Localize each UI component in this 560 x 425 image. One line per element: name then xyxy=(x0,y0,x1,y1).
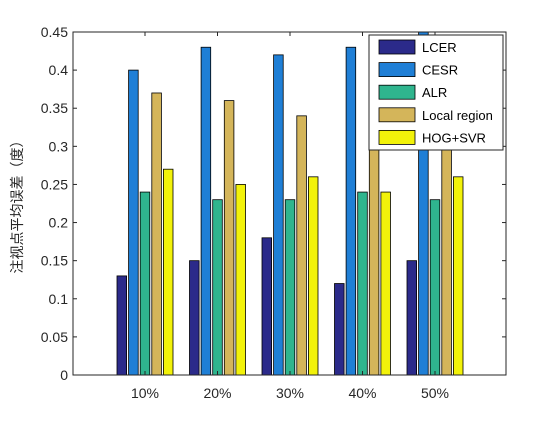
x-tick-label: 20% xyxy=(203,385,231,401)
legend-label: HOG+SVR xyxy=(422,130,486,145)
bar-hog-svr-30pct xyxy=(307,176,319,376)
x-tick-label: 10% xyxy=(131,385,159,401)
x-tick-label: 50% xyxy=(421,385,449,401)
legend-swatch xyxy=(378,62,416,77)
legend-swatch xyxy=(378,39,416,55)
legend-label: Local region xyxy=(422,108,493,123)
bar-lcer-20pct xyxy=(189,260,200,376)
y-tick-label: 0.1 xyxy=(49,291,69,307)
y-tick-label: 0.45 xyxy=(41,24,68,40)
bar-lcer-10pct xyxy=(116,275,128,376)
y-tick-label: 0.2 xyxy=(49,215,69,231)
y-tick-label: 0.15 xyxy=(41,253,68,269)
y-tick-label: 0.05 xyxy=(41,329,68,345)
bar-hog-svr-50pct xyxy=(452,176,464,376)
legend: LCER CESR ALR Local region HOG+SVR xyxy=(368,34,504,151)
y-tick-label: 0.3 xyxy=(49,138,69,154)
bar-lcer-40pct xyxy=(334,283,345,376)
bar-hog-svr-40pct xyxy=(380,191,391,376)
bar-cesr-10pct xyxy=(128,69,139,376)
bar-local-region-20pct xyxy=(223,100,235,376)
bar-alr-40pct xyxy=(357,191,368,376)
y-tick-label: 0 xyxy=(60,367,68,383)
legend-swatch xyxy=(378,129,416,145)
x-tick-label: 30% xyxy=(276,385,304,401)
bar-local-region-40pct xyxy=(368,123,380,376)
bar-local-region-50pct xyxy=(441,123,452,376)
bar-cesr-20pct xyxy=(200,46,212,376)
bar-lcer-50pct xyxy=(406,260,418,376)
bar-alr-30pct xyxy=(284,199,296,376)
bar-cesr-30pct xyxy=(273,54,284,376)
bar-hog-svr-20pct xyxy=(235,184,246,376)
y-tick-label: 0.35 xyxy=(41,100,68,116)
bar-local-region-30pct xyxy=(296,115,307,376)
legend-label: LCER xyxy=(422,40,457,55)
bar-lcer-30pct xyxy=(261,237,273,376)
bar-alr-10pct xyxy=(139,191,151,376)
legend-label: CESR xyxy=(422,63,458,78)
bar-alr-50pct xyxy=(429,199,441,376)
bar-local-region-10pct xyxy=(151,92,162,376)
bar-hog-svr-10pct xyxy=(162,168,174,376)
bars-layer xyxy=(116,31,464,376)
legend-label: ALR xyxy=(422,85,447,100)
legend-swatch xyxy=(378,107,416,123)
x-tick-label: 40% xyxy=(348,385,376,401)
bar-alr-20pct xyxy=(212,199,223,376)
bar-cesr-40pct xyxy=(345,46,357,376)
y-axis-label: 注视点平均误差（度） xyxy=(10,134,26,274)
ticks-layer: 0 0.05 0.1 0.15 0.2 0.25 0.3 0.35 0.4 0.45 10% 20% 3… xyxy=(41,24,506,401)
y-tick-label: 0.4 xyxy=(49,62,69,78)
legend-swatch xyxy=(378,84,416,100)
y-tick-label: 0.25 xyxy=(41,176,68,192)
